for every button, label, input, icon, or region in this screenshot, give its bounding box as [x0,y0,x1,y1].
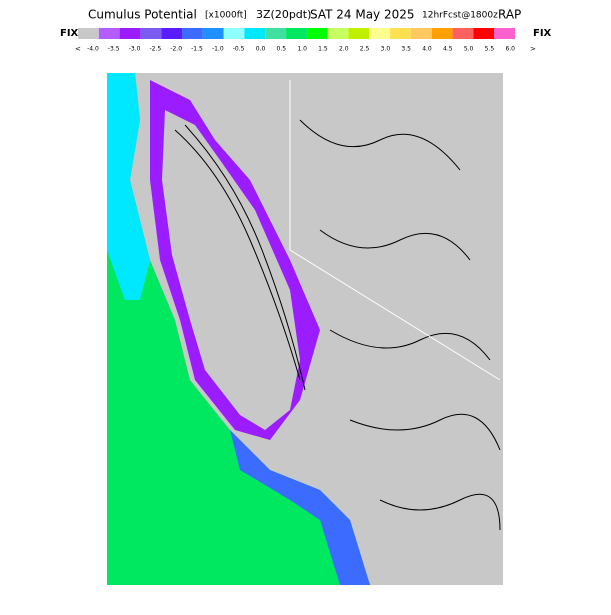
legend-label: -4.0 [87,46,99,53]
forecast: 12hrFcst@1800z [422,11,498,21]
legend-label: 5.5 [485,46,495,53]
legend-label: 0.0 [256,46,266,53]
legend-above: > [530,45,536,53]
legend-swatch [369,28,391,39]
legend-label: 3.0 [381,46,391,53]
legend-label: 6.0 [505,46,515,53]
legend-label: 0.5 [277,46,287,53]
legend-swatch [390,28,411,39]
legend-label: 2.5 [360,46,370,53]
legend-label: -2.0 [170,46,182,53]
legend-label: 3.5 [401,46,411,53]
legend-swatch [494,28,515,39]
legend-label: -2.5 [150,46,162,53]
legend-swatch [78,28,99,39]
legend-swatch [119,28,141,39]
legend-swatch [202,28,224,39]
map [107,73,503,585]
legend-label: -0.5 [233,46,245,53]
date: SAT 24 May 2025 [310,8,415,22]
legend-swatch [265,28,287,39]
fix-right: FIX [533,28,552,39]
legend-swatch [244,28,266,39]
legend-below: < [75,45,81,53]
legend-swatch [431,28,453,39]
legend-swatch [452,28,474,39]
legend-swatch [98,28,120,39]
fix-left: FIX [60,28,79,39]
legend-swatch [286,28,307,39]
legend-swatch [473,28,495,39]
legend-swatch [161,28,183,39]
coast-band [230,430,370,585]
legend-swatch [223,28,245,39]
legend-swatch [410,28,432,39]
valley [162,110,300,430]
legend-label: 1.5 [318,46,328,53]
legend-label: 5.0 [464,46,474,53]
ocean-green [107,73,370,585]
title: Cumulus Potential [88,8,197,22]
legend-label: -1.5 [191,46,203,53]
model: RAP [498,8,521,22]
legend-label: 4.0 [422,46,432,53]
legend-swatch [348,28,370,39]
units: [x1000ft] [205,11,247,21]
legend-swatch [182,28,203,39]
legend-label: 4.5 [443,46,453,53]
legend-label: -3.0 [129,46,141,53]
legend-swatch [306,28,328,39]
valid-time: 3Z(20pdt) [256,8,311,21]
legend-label: 2.0 [339,46,349,53]
ocean-cyan [107,73,150,300]
legend-swatch [327,28,349,39]
legend-label: 1.0 [297,46,307,53]
legend-label: -1.0 [212,46,224,53]
legend-swatch [140,28,162,39]
legend-label: -3.5 [108,46,120,53]
